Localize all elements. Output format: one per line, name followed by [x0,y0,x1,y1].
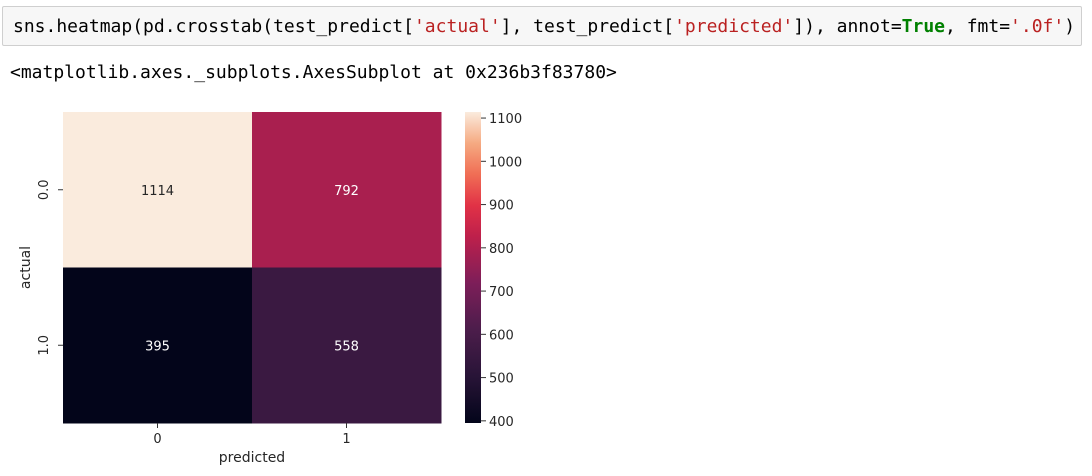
heatmap-cell [63,267,253,424]
colorbar-tick-label: 1000 [489,155,522,170]
code-token: ]), annot= [793,15,902,37]
colorbar-tick-label: 400 [489,415,514,430]
colorbar-tick-label: 1100 [489,112,522,127]
colorbar-tick-label: 900 [489,199,514,214]
colorbar-tick-label: 600 [489,328,514,343]
heatmap-cell [252,267,442,424]
cell-annotation: 395 [145,339,170,354]
code-token: '.0f' [1010,15,1065,37]
code-token: ], test_predict[ [500,15,675,37]
y-tick-label: 1.0 [37,335,52,356]
colorbar-tick-label: 800 [489,242,514,257]
x-tick-label: 1 [342,432,350,447]
code-token: 'predicted' [674,15,794,37]
cell-annotation: 558 [334,339,359,354]
code-input-cell[interactable]: sns.heatmap(pd.crosstab(test_predict['ac… [2,6,1082,46]
cell-annotation: 792 [334,184,359,199]
code-token: , fmt= [945,15,1011,37]
code-token: True [901,15,946,37]
y-tick-label: 0.0 [37,179,52,200]
colorbar-tick-label: 700 [489,285,514,300]
colorbar-tick-label: 500 [489,372,514,387]
code-token: 'actual' [413,15,501,37]
heatmap-cell [252,112,442,268]
code-token: sns.heatmap(pd.crosstab(test_predict[ [13,15,414,37]
output-repr-text: <matplotlib.axes._subplots.AxesSubplot a… [10,62,617,83]
x-axis-label: predicted [219,450,285,466]
colorbar [465,112,481,423]
x-tick-label: 0 [153,432,161,447]
code-token: ) [1064,15,1076,37]
y-axis-label: actual [18,246,34,289]
cell-annotation: 1114 [141,184,174,199]
heatmap-cell [63,112,253,268]
